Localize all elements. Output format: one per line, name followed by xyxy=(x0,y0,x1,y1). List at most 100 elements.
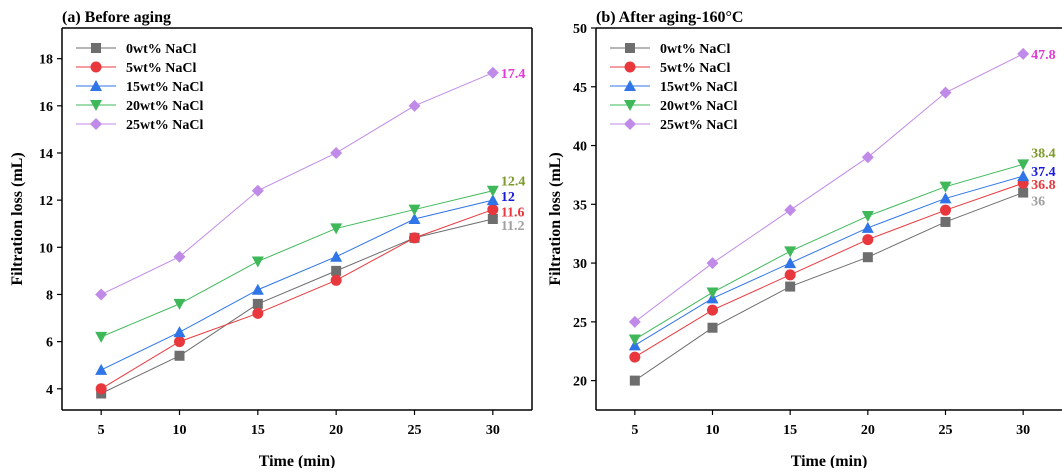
data-point xyxy=(940,204,951,216)
legend-label: 0wt% NaCl xyxy=(660,42,730,57)
y-tick-label: 4 xyxy=(46,383,53,398)
data-point xyxy=(174,336,185,348)
data-point xyxy=(251,184,264,197)
x-tick-label: 10 xyxy=(706,423,720,438)
legend-label: 25wt% NaCl xyxy=(126,118,203,133)
y-tick-label: 18 xyxy=(39,53,53,68)
legend-marker xyxy=(624,100,636,111)
data-point xyxy=(862,252,873,263)
data-point xyxy=(861,151,874,164)
legend-marker xyxy=(624,80,636,91)
chart-panel-a: 4 6 8 10 12 14 16 18 5 10 15 20 25 30 Time (min) Filtra… xyxy=(9,9,533,470)
chart-title: (b) After aging-160°C xyxy=(596,9,743,26)
legend-label: 15wt% NaCl xyxy=(126,80,203,95)
data-label: 37.4 xyxy=(1031,165,1056,180)
x-tick-label: 25 xyxy=(408,423,422,438)
y-tick-label: 14 xyxy=(39,147,53,162)
data-point xyxy=(940,216,951,227)
x-tick-label: 5 xyxy=(631,423,638,438)
x-tick-label: 10 xyxy=(173,423,187,438)
y-tick-label: 8 xyxy=(46,288,53,303)
data-point xyxy=(1017,170,1030,182)
legend-label: 5wt% NaCl xyxy=(126,61,196,76)
data-point xyxy=(629,351,641,363)
data-point xyxy=(706,287,719,299)
data-label: 12.4 xyxy=(501,175,526,190)
series-4: 17.4 xyxy=(95,66,526,301)
legend-marker xyxy=(625,43,635,53)
data-point xyxy=(861,221,874,233)
data-point xyxy=(330,146,343,159)
data-point xyxy=(1018,187,1029,198)
data-point xyxy=(784,204,797,217)
data-point xyxy=(330,223,343,235)
series-0: 36 xyxy=(629,187,1045,386)
data-point xyxy=(1017,47,1030,60)
data-point xyxy=(629,375,640,386)
x-tick-label: 25 xyxy=(939,423,953,438)
y-tick-label: 40 xyxy=(573,140,587,155)
data-point xyxy=(252,307,264,319)
y-tick-label: 12 xyxy=(39,194,53,209)
series-line xyxy=(100,209,494,390)
legend-item: 5wt% NaCl xyxy=(610,61,730,76)
y-tick-label: 16 xyxy=(39,100,53,115)
legend-marker xyxy=(90,118,102,130)
series-line xyxy=(100,190,493,338)
legend-item: 20wt% NaCl xyxy=(610,99,737,114)
legend: 0wt% NaCl 5wt% NaCl 15wt% NaCl 20wt% NaCl 25… xyxy=(610,42,737,133)
x-tick-label: 15 xyxy=(251,423,265,438)
data-point xyxy=(939,192,952,204)
data-point xyxy=(628,315,641,328)
legend-item: 0wt% NaCl xyxy=(76,42,196,57)
data-point xyxy=(95,288,108,301)
legend-marker xyxy=(624,61,636,73)
data-point xyxy=(861,211,874,223)
series-2: 12 xyxy=(95,190,515,375)
legend-label: 20wt% NaCl xyxy=(126,99,203,114)
data-point xyxy=(487,204,499,216)
x-axis-label: Time (min) xyxy=(791,453,868,468)
data-point xyxy=(251,256,264,268)
data-point xyxy=(95,331,108,343)
data-label: 38.4 xyxy=(1031,146,1056,161)
data-label: 17.4 xyxy=(501,67,526,82)
x-axis-label: Time (min) xyxy=(259,453,336,468)
legend-label: 25wt% NaCl xyxy=(660,118,737,133)
data-point xyxy=(408,99,421,112)
data-point xyxy=(252,298,263,309)
series-0: 11.2 xyxy=(96,214,525,399)
series-line xyxy=(100,72,494,295)
data-point xyxy=(628,334,641,346)
legend-item: 0wt% NaCl xyxy=(610,42,730,57)
data-point xyxy=(486,66,499,79)
y-axis-label: Filtration loss (mL) xyxy=(9,152,26,285)
data-point xyxy=(173,298,186,310)
legend-item: 25wt% NaCl xyxy=(610,118,737,133)
data-label: 11.2 xyxy=(501,219,525,234)
y-tick-label: 35 xyxy=(573,198,587,213)
data-point xyxy=(1017,159,1030,171)
x-tick-label: 20 xyxy=(861,423,875,438)
series-4: 47.8 xyxy=(628,47,1056,328)
legend-item: 25wt% NaCl xyxy=(76,118,203,133)
y-tick-label: 30 xyxy=(573,257,587,272)
legend-item: 20wt% NaCl xyxy=(76,99,203,114)
legend-label: 0wt% NaCl xyxy=(126,42,196,57)
data-point xyxy=(95,383,107,395)
legend-marker xyxy=(91,43,101,53)
data-point xyxy=(173,250,186,263)
x-tick-label: 30 xyxy=(1016,423,1030,438)
legend-marker xyxy=(90,80,102,91)
y-tick-label: 25 xyxy=(573,316,587,331)
legend-label: 5wt% NaCl xyxy=(660,61,730,76)
data-point xyxy=(939,86,952,99)
data-point xyxy=(486,194,499,206)
legend-label: 15wt% NaCl xyxy=(660,80,737,95)
data-point xyxy=(251,283,264,295)
y-tick-label: 50 xyxy=(573,22,587,37)
data-point xyxy=(707,322,718,333)
data-point xyxy=(330,250,343,262)
